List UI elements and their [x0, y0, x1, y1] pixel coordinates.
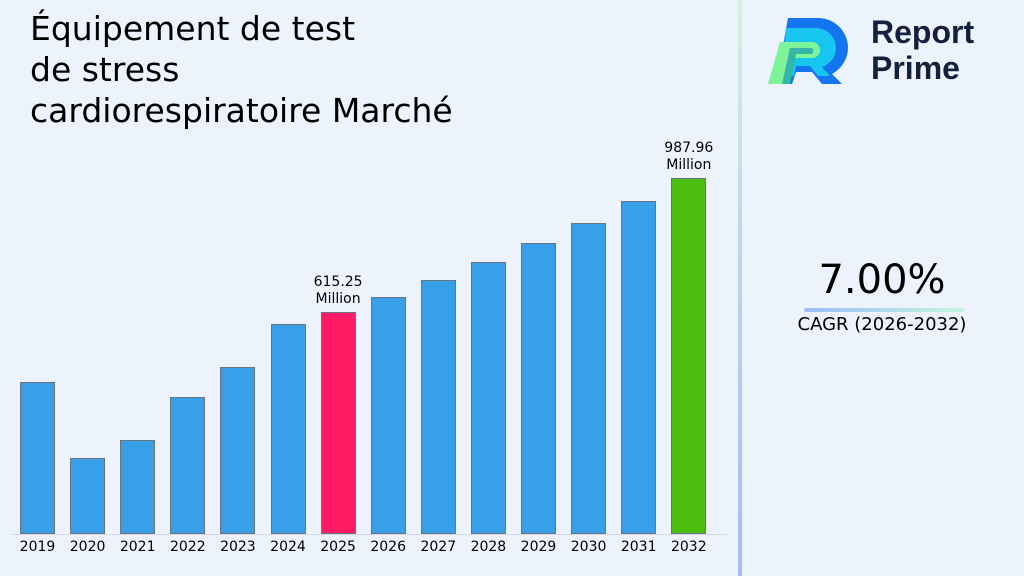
panel-divider — [738, 0, 742, 576]
brand-line-2: Prime — [871, 50, 960, 86]
cagr-value: 7.00% — [818, 257, 946, 303]
brand-name: Report Prime — [871, 14, 974, 86]
bar-2027 — [420, 280, 456, 534]
x-tick-label: 2031 — [620, 539, 657, 555]
value-annotation-2032: 987.96 Million — [664, 140, 714, 173]
bar-2032 — [671, 178, 707, 534]
cagr-label: CAGR (2026-2032) — [797, 314, 967, 335]
x-tick-label: 2021 — [119, 539, 156, 555]
bar-2031 — [621, 201, 657, 534]
bar-2021 — [120, 440, 156, 534]
x-tick-label: 2027 — [420, 539, 457, 555]
bar-2025 — [320, 312, 356, 534]
x-tick-label: 2028 — [470, 539, 507, 555]
cagr-underline — [804, 308, 964, 312]
bar-2026 — [370, 297, 406, 534]
bar-2019 — [20, 382, 55, 534]
title-line-3: cardiorespiratoire Marché — [30, 91, 453, 130]
bar-2029 — [521, 243, 556, 534]
x-tick-label: 2023 — [220, 539, 256, 555]
title-line-2: de stress — [30, 50, 180, 89]
value-annotation-2025: 615.25 Million — [313, 274, 363, 307]
chart-title: Équipement de test de stress cardiorespi… — [30, 8, 510, 131]
x-tick-label: 2030 — [570, 539, 607, 555]
x-tick-label: 2019 — [19, 539, 56, 555]
x-tick-label: 2032 — [670, 539, 707, 555]
x-tick-label: 2025 — [320, 539, 356, 555]
report-prime-logo-icon — [768, 18, 848, 84]
bar-2028 — [470, 262, 506, 534]
bar-chart: 2019 2020 2021 2022 2023 2024 2025 615.25 Millio… — [0, 130, 730, 576]
x-tick-label: 2024 — [270, 539, 306, 555]
bar-2030 — [571, 223, 607, 534]
x-tick-label: 2029 — [520, 539, 557, 555]
x-tick-label: 2020 — [69, 539, 106, 555]
title-line-1: Équipement de test — [30, 9, 356, 48]
x-tick-label: 2022 — [169, 539, 206, 555]
bar-2023 — [220, 367, 256, 534]
x-tick-label: 2026 — [370, 539, 406, 555]
bar-2022 — [170, 397, 206, 534]
x-axis-baseline — [12, 534, 727, 535]
brand-line-1: Report — [871, 14, 975, 50]
bar-2020 — [70, 458, 106, 534]
bar-2024 — [270, 324, 306, 534]
